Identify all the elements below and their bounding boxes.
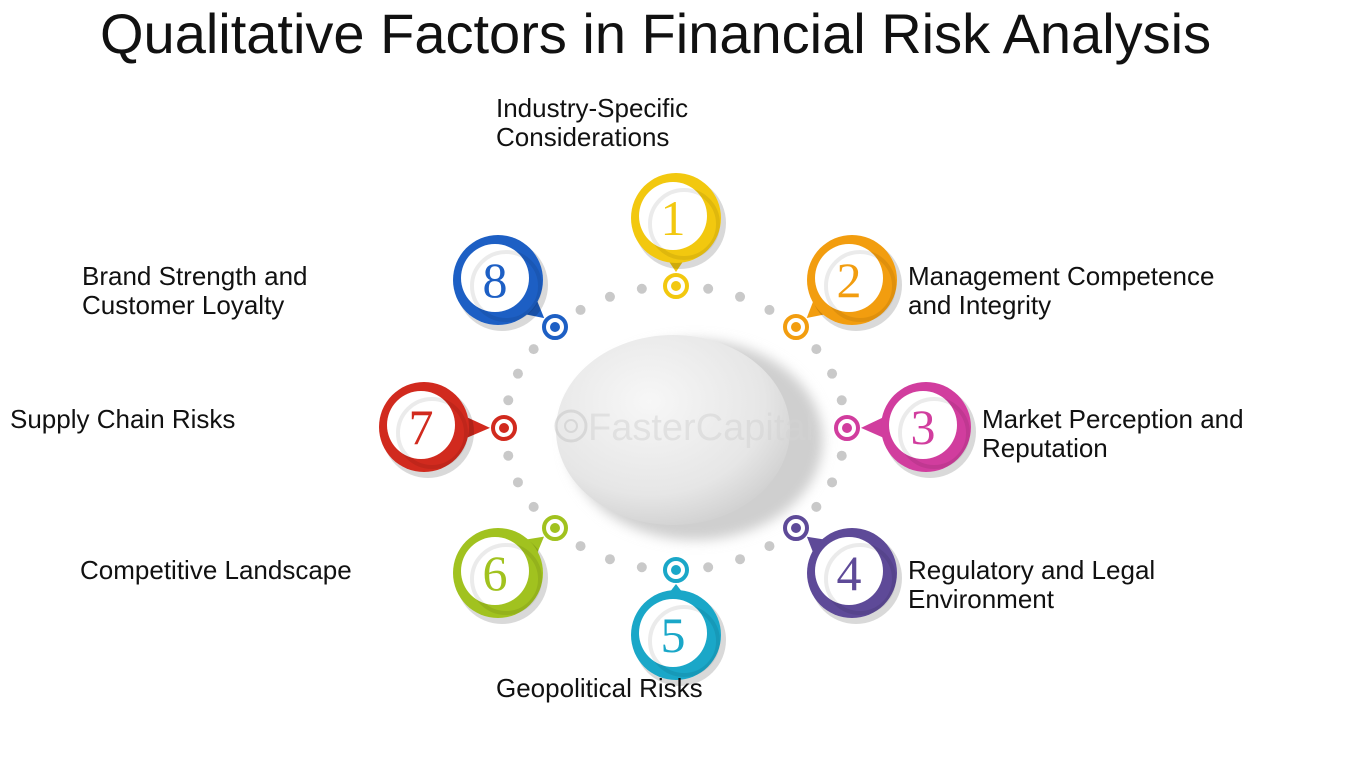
factor-pin-3: 3 [834, 382, 976, 478]
pin-face [639, 182, 707, 250]
ring-dot [636, 283, 647, 294]
factor-pin-5: 5 [631, 557, 726, 686]
factor-pin-8: 8 [453, 235, 568, 340]
pin-bevel [824, 250, 896, 322]
pin-face [815, 244, 883, 312]
watermark-text: FasterCapital [588, 407, 814, 449]
factor-number: 4 [837, 545, 862, 601]
watermark-logo: FasterCapital [554, 407, 814, 449]
ring-dot [604, 554, 615, 565]
factor-label-6: Competitive Landscape [80, 555, 352, 585]
anchor-dot [842, 423, 852, 433]
ring-dot [636, 562, 647, 573]
ring-dot [811, 501, 822, 512]
factor-number: 7 [409, 399, 434, 455]
anchor-dot [671, 281, 681, 291]
ring-dot [735, 554, 746, 565]
anchor-dot [550, 322, 560, 332]
pin-face [387, 391, 455, 459]
pin-bevel [648, 605, 720, 677]
factor-label-1: Industry-Specific Considerations [496, 93, 689, 152]
pin-face [461, 244, 529, 312]
factor-number: 8 [483, 252, 508, 308]
ring-dot [836, 450, 847, 461]
center-disc [556, 335, 790, 525]
ring-dot [811, 344, 822, 355]
anchor-dot [791, 322, 801, 332]
ring-dot [827, 368, 838, 379]
pin-bevel [898, 397, 970, 469]
factor-pin-1: 1 [631, 173, 726, 299]
factor-number: 2 [837, 252, 862, 308]
ring-dot [827, 477, 838, 488]
factor-pin-2: 2 [783, 235, 902, 340]
ring-dot [575, 304, 586, 315]
factor-label-7: Supply Chain Risks [10, 404, 236, 434]
pin-face [461, 537, 529, 605]
ring-dot [528, 501, 539, 512]
factor-label-8: Brand Strength and Customer Loyalty [82, 261, 308, 320]
ring-dot [703, 562, 714, 573]
factor-pin-7: 7 [379, 382, 517, 478]
ring-dot [528, 344, 539, 355]
anchor-dot [499, 423, 509, 433]
factor-pin-4: 4 [783, 515, 902, 624]
anchor-dot [550, 523, 560, 533]
ring-dot [604, 291, 615, 302]
factor-label-3: Market Perception and Reputation [982, 404, 1244, 463]
pin-bevel [470, 250, 542, 322]
factor-number: 6 [483, 545, 508, 601]
ring-dot [512, 477, 523, 488]
factor-label-5: Geopolitical Risks [496, 673, 703, 703]
pin-face [639, 599, 707, 667]
pin-bevel [824, 543, 896, 615]
pin-face [889, 391, 957, 459]
pin-bevel [648, 188, 720, 260]
factor-number: 1 [661, 190, 686, 246]
pin-bevel [470, 543, 542, 615]
factor-number: 5 [661, 607, 686, 663]
ring-dot [512, 368, 523, 379]
ring-dot [575, 541, 586, 552]
ring-dot [703, 283, 714, 294]
page-title: Qualitative Factors in Financial Risk An… [100, 2, 1212, 65]
pin-face [815, 537, 883, 605]
ring-dot [764, 304, 775, 315]
factor-number: 3 [911, 399, 936, 455]
ring-dot [735, 291, 746, 302]
ring-dot [503, 395, 514, 406]
ring-dot [503, 450, 514, 461]
anchor-dot [791, 523, 801, 533]
ring-dot [764, 541, 775, 552]
ring-dot [836, 395, 847, 406]
factor-label-2: Management Competence and Integrity [908, 261, 1215, 320]
factor-label-4: Regulatory and Legal Environment [908, 555, 1156, 614]
pin-bevel [396, 397, 468, 469]
factor-pin-6: 6 [453, 515, 568, 624]
anchor-dot [671, 565, 681, 575]
